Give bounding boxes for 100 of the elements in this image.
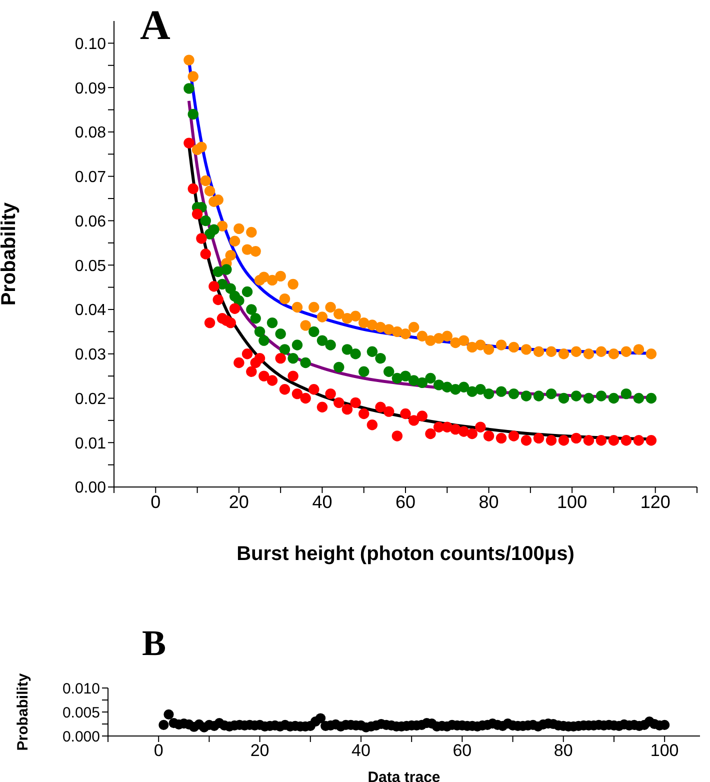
point — [266, 274, 278, 286]
chart-title: B — [142, 622, 166, 664]
point — [234, 223, 244, 234]
point — [325, 388, 336, 400]
x-axis-title: Burst height (photon counts/100μs) — [236, 543, 574, 565]
point — [254, 326, 266, 338]
point — [533, 390, 544, 402]
point — [279, 293, 290, 304]
point — [350, 310, 361, 322]
x-tick-label: 120 — [640, 492, 670, 512]
point — [458, 382, 470, 392]
point — [192, 208, 203, 220]
point — [279, 384, 290, 395]
point — [188, 183, 198, 194]
point — [242, 348, 253, 360]
point — [508, 430, 520, 442]
point — [342, 344, 353, 355]
point — [350, 348, 361, 360]
point — [608, 348, 620, 360]
point — [583, 392, 594, 404]
point — [416, 377, 428, 388]
point — [583, 348, 594, 360]
y-tick-label: 0.04 — [74, 302, 106, 320]
point — [508, 342, 520, 353]
point — [292, 388, 303, 400]
point — [204, 186, 216, 196]
point — [458, 335, 470, 346]
point — [520, 435, 532, 446]
y-tick-label: 0.03 — [74, 346, 106, 364]
point — [242, 244, 253, 255]
point — [533, 346, 544, 357]
point — [366, 320, 378, 330]
point — [250, 246, 261, 257]
point — [433, 332, 444, 344]
point — [608, 392, 620, 404]
x-tick-label: 100 — [650, 741, 679, 760]
point — [188, 71, 198, 82]
x-tick-label: 100 — [557, 492, 588, 512]
point — [308, 384, 320, 395]
point — [458, 426, 470, 437]
point — [258, 335, 270, 346]
point — [570, 390, 582, 402]
point — [266, 375, 278, 386]
point — [188, 108, 198, 120]
point — [316, 312, 328, 322]
point — [184, 83, 194, 94]
point — [583, 435, 594, 446]
point — [383, 406, 394, 417]
point — [288, 352, 298, 364]
x-axis-title: Data trace — [368, 769, 440, 782]
point — [225, 317, 236, 328]
point — [400, 370, 411, 382]
point — [200, 248, 211, 260]
point — [275, 328, 286, 340]
y-tick-label: 0.00 — [74, 480, 106, 497]
point — [254, 352, 266, 364]
point — [342, 404, 353, 415]
point — [496, 432, 507, 444]
point — [196, 233, 207, 244]
point — [570, 432, 582, 444]
point — [334, 308, 344, 320]
point — [520, 390, 532, 402]
point — [400, 408, 411, 420]
point — [316, 335, 328, 346]
x-tick-label: 40 — [352, 741, 370, 760]
point — [292, 302, 303, 313]
chart-title: A — [140, 2, 170, 50]
point — [246, 304, 257, 315]
point — [300, 357, 311, 368]
point — [212, 194, 224, 206]
point — [212, 294, 224, 306]
point — [300, 392, 311, 404]
point — [366, 346, 378, 357]
point — [308, 326, 320, 338]
point — [400, 328, 411, 340]
point — [620, 435, 632, 446]
y-tick-label: 0.005 — [62, 704, 100, 722]
point — [196, 142, 207, 152]
y-tick-label: 0.06 — [74, 213, 106, 230]
point — [646, 435, 657, 446]
point — [442, 330, 452, 342]
point — [246, 226, 257, 238]
point — [221, 264, 232, 275]
point — [216, 220, 228, 232]
point — [546, 388, 557, 400]
point — [350, 397, 361, 408]
x-tick-label: 20 — [228, 492, 249, 512]
point — [308, 302, 320, 313]
point — [646, 392, 657, 404]
point — [275, 270, 286, 282]
point — [546, 346, 557, 357]
point — [546, 435, 557, 446]
point — [496, 386, 507, 397]
point — [234, 357, 244, 368]
point — [483, 388, 494, 400]
point — [425, 428, 436, 440]
y-tick-label: 0.010 — [62, 680, 100, 698]
point — [184, 138, 194, 148]
point — [558, 435, 570, 446]
point — [250, 313, 261, 324]
